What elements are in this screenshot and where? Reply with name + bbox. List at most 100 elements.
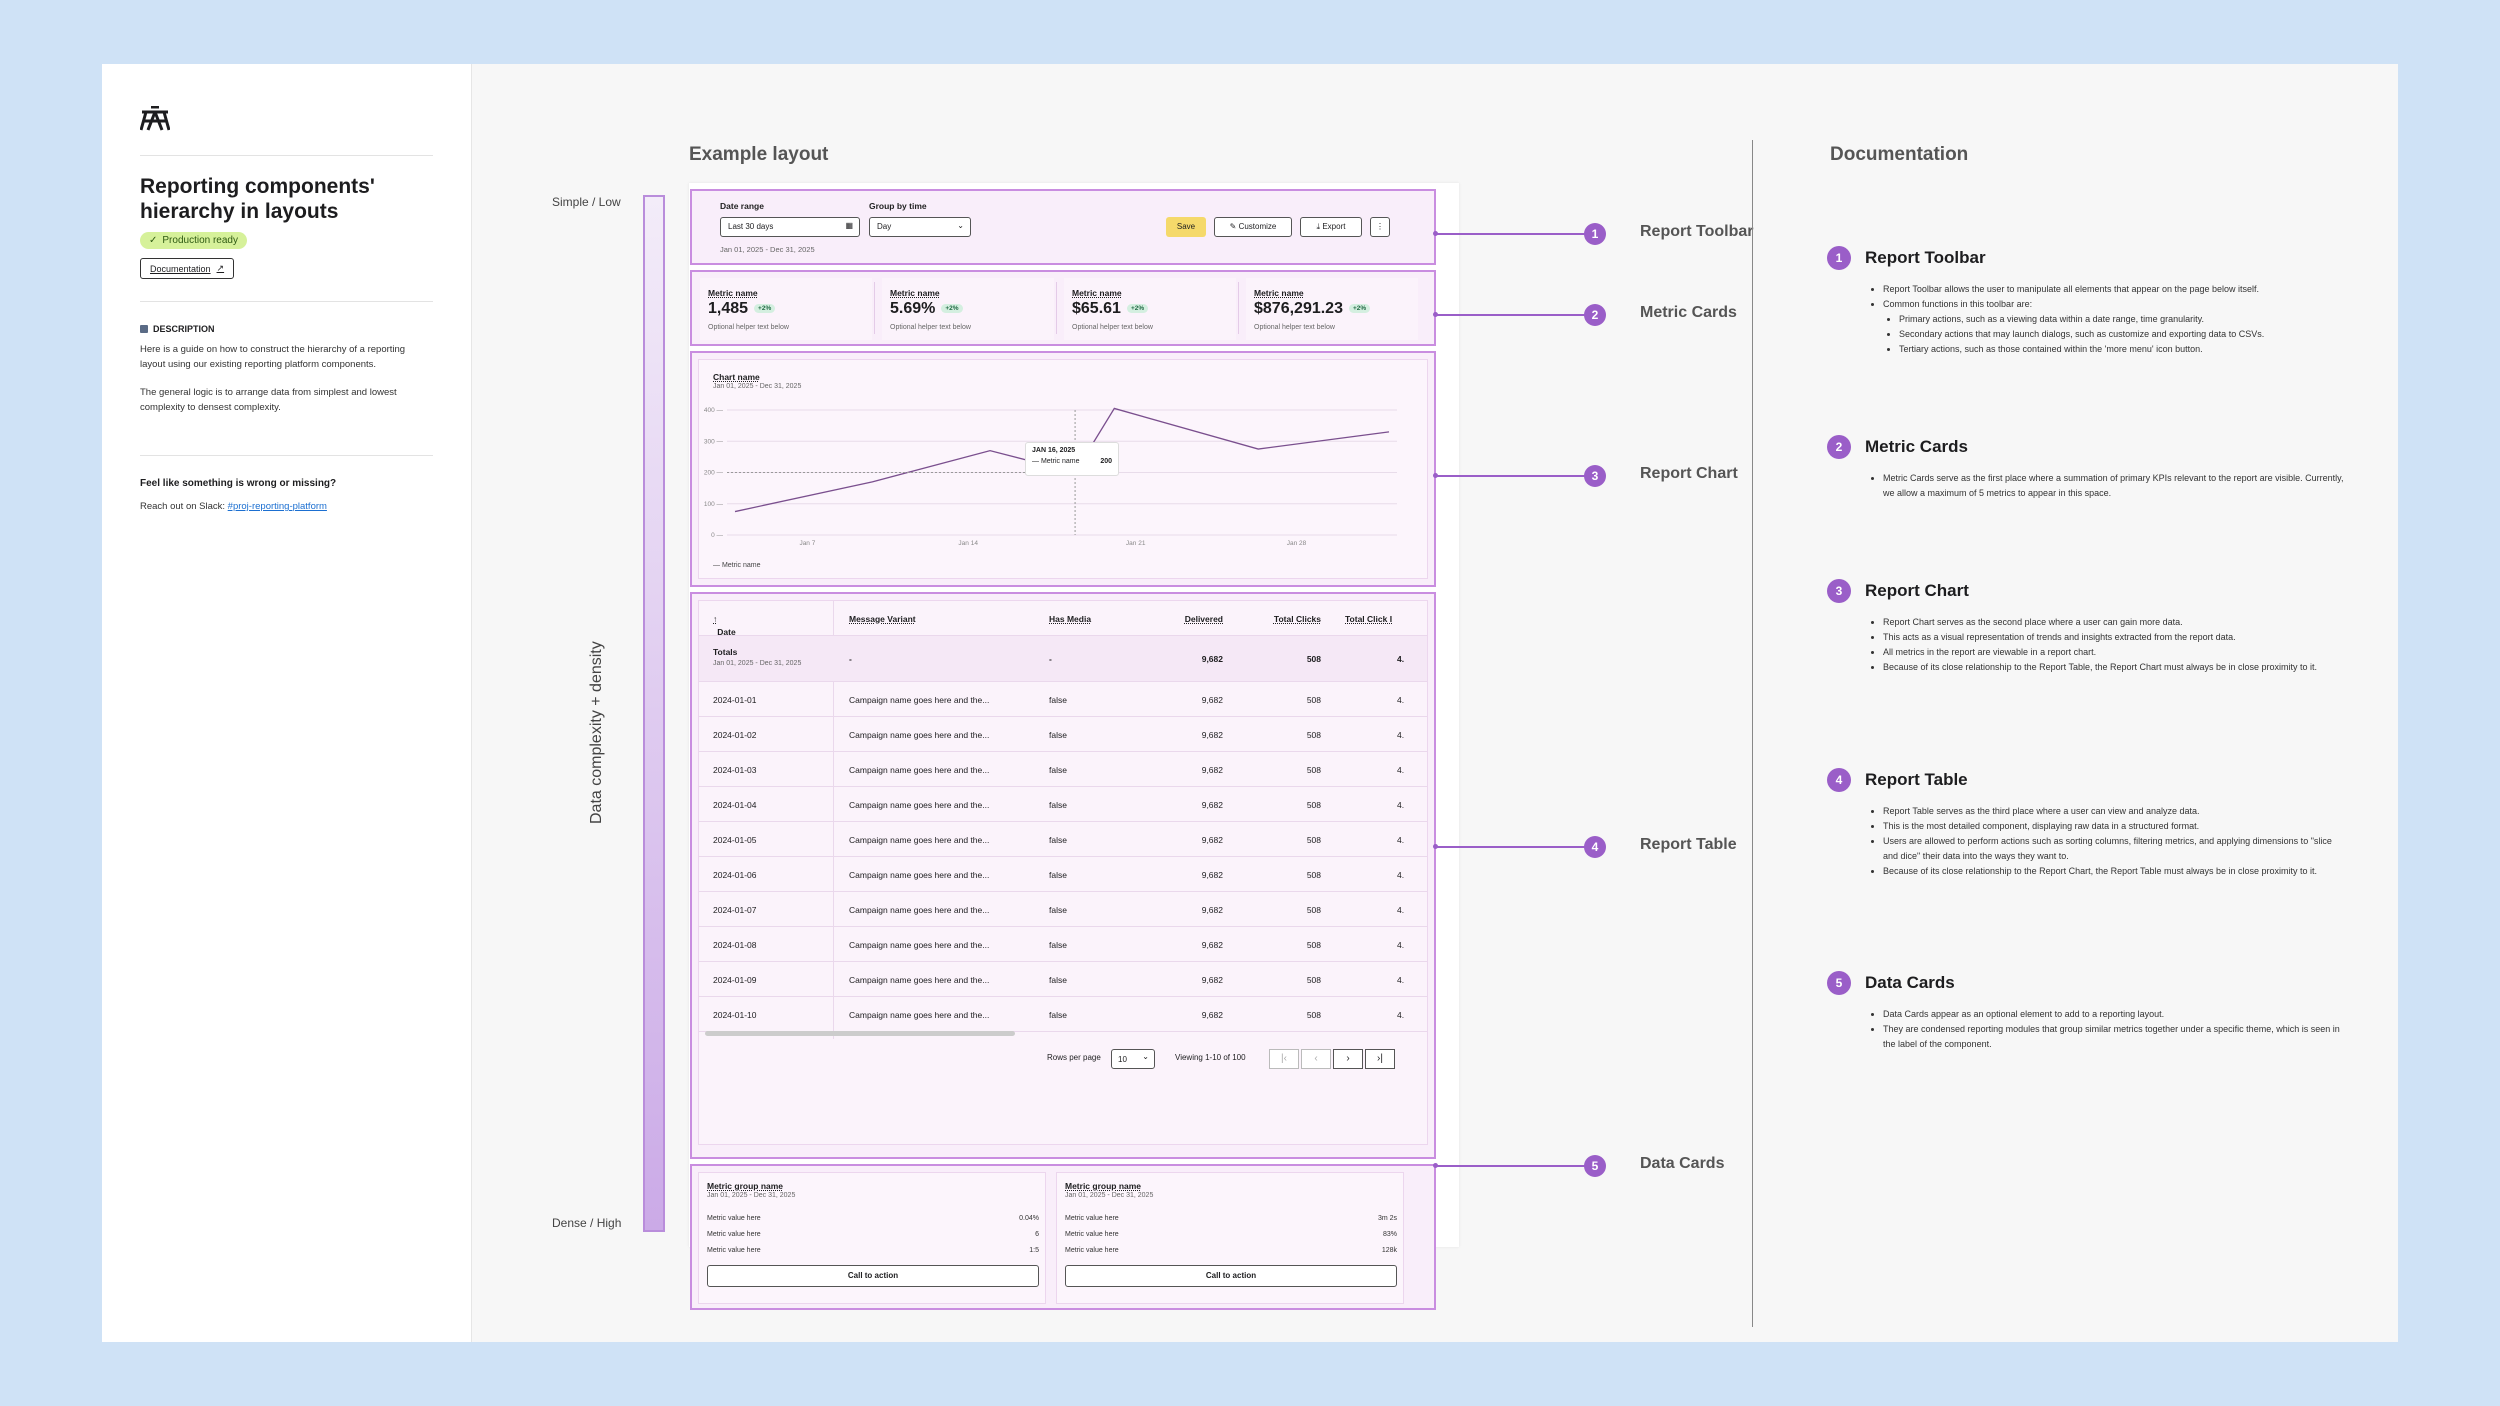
cell-date: 2024-01-05 — [713, 835, 757, 845]
cell-media: false — [1049, 975, 1067, 985]
table-row[interactable]: 2024-01-05 Campaign name goes here and th… — [699, 822, 1427, 857]
customize-button[interactable]: ✎ Customize — [1214, 217, 1292, 237]
chart-tooltip: JAN 16, 2025 — Metric name 200 — [1025, 442, 1119, 476]
doc-bullet: Common functions in this toolbar are: Pr… — [1883, 297, 2347, 357]
group-by-select[interactable]: Day ⌄ — [869, 217, 971, 237]
customize-label: Customize — [1238, 222, 1277, 231]
callout-label: Report Chart — [1640, 465, 1738, 482]
data-card-row-label: Metric value here — [707, 1231, 761, 1238]
report-table: ↑ Date Message Variant Has Media Deliver… — [690, 592, 1436, 1159]
header-click-rate[interactable]: Total Click I — [1345, 614, 1393, 624]
date-range-select[interactable]: Last 30 days ▦ — [720, 217, 860, 237]
x-tick-label: Jan 21 — [1126, 540, 1146, 547]
header-variant[interactable]: Message Variant — [849, 614, 916, 624]
table-row[interactable]: 2024-01-04 Campaign name goes here and th… — [699, 787, 1427, 822]
doc-bullet: Report Table serves as the third place w… — [1883, 804, 2347, 819]
data-card-row: Metric value here 128k — [1065, 1247, 1397, 1254]
cell-delivered: 9,682 — [1201, 800, 1223, 810]
cell-delivered: 9,682 — [1201, 765, 1223, 775]
cell-media: false — [1049, 800, 1067, 810]
more-menu-button[interactable]: ⋮ — [1370, 217, 1390, 237]
totals-delivered: 9,682 — [1201, 654, 1223, 664]
table-row[interactable]: 2024-01-01 Campaign name goes here and th… — [699, 682, 1427, 717]
metric-change-chip: +2% — [1348, 304, 1371, 314]
call-to-action-button[interactable]: Call to action — [707, 1265, 1039, 1287]
export-button[interactable]: ⤓ Export — [1300, 217, 1362, 237]
slack-channel-link[interactable]: #proj-reporting-platform — [227, 501, 327, 512]
cell-media: false — [1049, 870, 1067, 880]
data-cards: Metric group name Jan 01, 2025 - Dec 31,… — [690, 1164, 1436, 1310]
header-clicks[interactable]: Total Clicks — [1273, 614, 1321, 624]
x-tick-label: Jan 7 — [799, 540, 815, 547]
example-canvas: Date range Last 30 days ▦ Group by time … — [689, 183, 1459, 1310]
cell-variant: Campaign name goes here and the... — [849, 905, 990, 915]
prev-page-button[interactable]: ‹ — [1301, 1049, 1331, 1069]
callout-line — [1436, 846, 1596, 848]
table-row[interactable]: 2024-01-08 Campaign name goes here and th… — [699, 927, 1427, 962]
callout-number: 3 — [1584, 465, 1606, 487]
table-row[interactable]: 2024-01-09 Campaign name goes here and th… — [699, 962, 1427, 997]
rows-per-page-select[interactable]: 10 ⌄ — [1111, 1049, 1155, 1069]
doc-list: Report Toolbar allows the user to manipu… — [1883, 282, 2347, 357]
first-page-button[interactable]: |‹ — [1269, 1049, 1299, 1069]
tooltip-value: 200 — [1100, 458, 1112, 465]
chart-card: Chart name Jan 01, 2025 - Dec 31, 2025 0… — [698, 359, 1428, 579]
table-row[interactable]: 2024-01-02 Campaign name goes here and th… — [699, 717, 1427, 752]
doc-title: Report Chart — [1865, 581, 1969, 600]
call-to-action-button[interactable]: Call to action — [1065, 1265, 1397, 1287]
cell-date: 2024-01-01 — [713, 695, 757, 705]
axis-bottom-label: Dense / High — [552, 1216, 622, 1230]
horizontal-scrollbar[interactable] — [705, 1031, 1015, 1036]
cell-media: false — [1049, 695, 1067, 705]
cell-clicks: 508 — [1306, 800, 1321, 810]
cell-variant: Campaign name goes here and the... — [849, 800, 990, 810]
chart-title: Chart name — [713, 372, 760, 382]
data-card-row-value: 128k — [1381, 1247, 1397, 1254]
cell-rate: 4. — [1397, 835, 1405, 845]
chart-subtitle: Jan 01, 2025 - Dec 31, 2025 — [713, 383, 802, 390]
metric-card: Metric name $876,291.23 +2% Optional help… — [1246, 278, 1418, 340]
doc-bullet: This acts as a visual representation of … — [1883, 630, 2347, 645]
save-button[interactable]: Save — [1166, 217, 1206, 237]
table-row[interactable]: 2024-01-07 Campaign name goes here and th… — [699, 892, 1427, 927]
badge-label: Production ready — [162, 235, 238, 246]
tooltip-label: Metric name — [1040, 458, 1080, 465]
callout-number: 1 — [1584, 223, 1606, 245]
last-page-button[interactable]: ›| — [1365, 1049, 1395, 1069]
cell-delivered: 9,682 — [1201, 730, 1223, 740]
table-row[interactable]: 2024-01-06 Campaign name goes here and th… — [699, 857, 1427, 892]
metric-value-text: $65.61 — [1072, 300, 1121, 317]
cell-rate: 4. — [1397, 800, 1405, 810]
axis-rotated-label: Data complexity + density — [588, 641, 605, 824]
cell-variant: Campaign name goes here and the... — [849, 765, 990, 775]
calendar-icon: ▦ — [845, 221, 853, 230]
column-divider — [833, 601, 834, 1039]
totals-label: Totals — [713, 647, 738, 657]
doc-subbullet: Secondary actions that may launch dialog… — [1899, 327, 2347, 342]
divider — [140, 455, 433, 456]
doc-list: Report Chart serves as the second place … — [1883, 615, 2347, 675]
description-heading: DESCRIPTION — [140, 324, 433, 334]
cell-date: 2024-01-08 — [713, 940, 757, 950]
totals-variant: - — [849, 654, 852, 664]
header-delivered[interactable]: Delivered — [1184, 614, 1223, 624]
sort-date-header[interactable]: ↑ Date — [713, 614, 736, 637]
doc-section: 1 Report Toolbar Report Toolbar allows th… — [1827, 246, 2347, 357]
doc-list: Report Table serves as the third place w… — [1883, 804, 2347, 879]
cell-rate: 4. — [1397, 730, 1405, 740]
documentation-button[interactable]: Documentation ↗ — [140, 258, 235, 279]
data-card-row: Metric value here 0.04% — [707, 1215, 1039, 1222]
callout-dot — [1433, 844, 1438, 849]
table-row[interactable]: 2024-01-10 Campaign name goes here and th… — [699, 997, 1427, 1032]
next-page-button[interactable]: › — [1333, 1049, 1363, 1069]
callout-label: Data Cards — [1640, 1155, 1725, 1172]
documentation-heading: Documentation — [1830, 144, 1969, 165]
doc-section-heading: 2 Metric Cards — [1827, 435, 2347, 459]
doc-bullet: Because of its close relationship to the… — [1883, 864, 2347, 879]
header-media[interactable]: Has Media — [1049, 614, 1092, 624]
doc-bullet: This is the most detailed component, dis… — [1883, 819, 2347, 834]
data-card-row-label: Metric value here — [707, 1215, 761, 1222]
data-card-row-value: 3m 2s — [1377, 1215, 1397, 1222]
table-row[interactable]: 2024-01-03 Campaign name goes here and th… — [699, 752, 1427, 787]
callout-label: Metric Cards — [1640, 304, 1737, 321]
